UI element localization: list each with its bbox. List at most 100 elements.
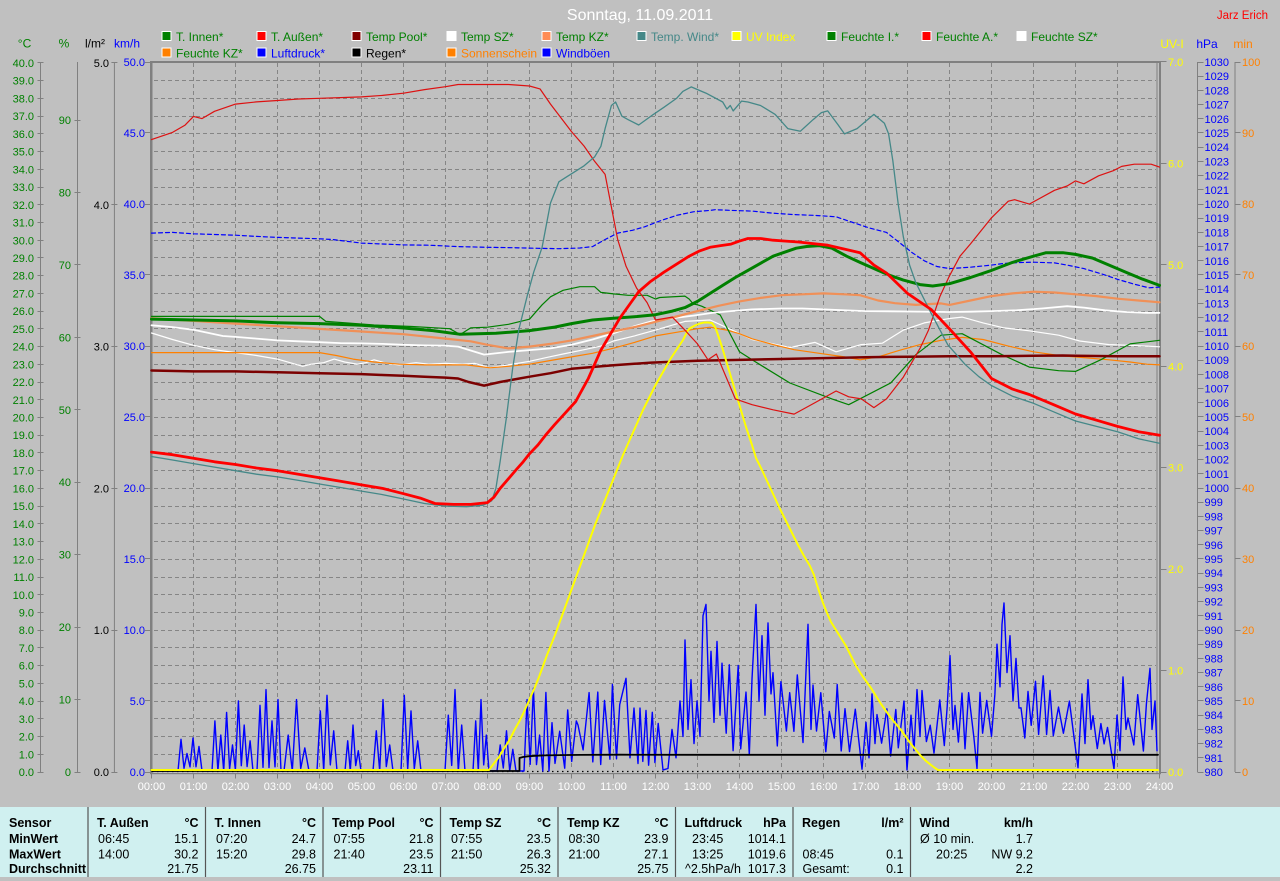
- svg-text:20: 20: [59, 622, 71, 634]
- svg-text:994: 994: [1205, 568, 1223, 580]
- svg-text:21.8: 21.8: [409, 832, 433, 846]
- svg-text:1001: 1001: [1205, 469, 1229, 481]
- svg-text:Luftdruck: Luftdruck: [685, 816, 743, 830]
- svg-text:22:00: 22:00: [1062, 781, 1090, 793]
- svg-text:Ø 10 min.: Ø 10 min.: [920, 832, 974, 846]
- svg-text:992: 992: [1205, 597, 1223, 609]
- svg-text:986: 986: [1205, 682, 1223, 694]
- svg-text:1.7: 1.7: [1016, 832, 1033, 846]
- svg-text:l/m²: l/m²: [881, 816, 903, 830]
- svg-text:1023: 1023: [1205, 156, 1229, 168]
- svg-text:30.0: 30.0: [13, 235, 34, 247]
- svg-text:989: 989: [1205, 639, 1223, 651]
- svg-text:km/h: km/h: [114, 37, 140, 51]
- svg-text:987: 987: [1205, 668, 1223, 680]
- svg-text:40: 40: [1242, 483, 1254, 495]
- svg-text:35.0: 35.0: [13, 147, 34, 159]
- svg-text:1019: 1019: [1205, 213, 1229, 225]
- svg-text:1027: 1027: [1205, 100, 1229, 112]
- svg-text:90: 90: [59, 115, 71, 127]
- svg-text:984: 984: [1205, 710, 1223, 722]
- svg-text:16:00: 16:00: [810, 781, 838, 793]
- svg-text:21:00: 21:00: [1020, 781, 1048, 793]
- svg-text:991: 991: [1205, 611, 1223, 623]
- svg-text:°C: °C: [18, 37, 32, 51]
- svg-text:0.1: 0.1: [886, 848, 903, 862]
- svg-text:Gesamt:: Gesamt:: [803, 862, 850, 876]
- svg-text:1020: 1020: [1205, 199, 1229, 211]
- svg-text:1011: 1011: [1205, 327, 1229, 339]
- svg-text:17:00: 17:00: [852, 781, 880, 793]
- svg-text:999: 999: [1205, 497, 1223, 509]
- svg-text:2.0: 2.0: [94, 483, 109, 495]
- svg-text:6.0: 6.0: [1168, 158, 1183, 170]
- svg-text:26.3: 26.3: [527, 848, 551, 862]
- svg-text:1028: 1028: [1205, 85, 1229, 97]
- svg-text:1024: 1024: [1205, 142, 1229, 154]
- svg-text:13.0: 13.0: [13, 537, 34, 549]
- svg-text:20:25: 20:25: [936, 848, 967, 862]
- svg-text:07:20: 07:20: [216, 832, 247, 846]
- svg-text:^2.5hPa/h: ^2.5hPa/h: [685, 862, 741, 876]
- svg-text:23.5: 23.5: [409, 848, 433, 862]
- svg-text:7.0: 7.0: [19, 643, 34, 655]
- svg-text:1002: 1002: [1205, 455, 1229, 467]
- svg-text:2.0: 2.0: [1168, 564, 1183, 576]
- svg-text:37.0: 37.0: [13, 111, 34, 123]
- svg-text:1029: 1029: [1205, 71, 1229, 83]
- svg-text:hPa: hPa: [1196, 37, 1218, 51]
- svg-text:5.0: 5.0: [94, 58, 109, 70]
- svg-text:998: 998: [1205, 511, 1223, 523]
- svg-text:996: 996: [1205, 540, 1223, 552]
- svg-text:1014: 1014: [1205, 284, 1229, 296]
- svg-text:°C: °C: [654, 816, 668, 830]
- svg-text:05:00: 05:00: [348, 781, 376, 793]
- svg-text:25.0: 25.0: [13, 324, 34, 336]
- svg-text:T. Innen: T. Innen: [215, 816, 262, 830]
- svg-text:24:00: 24:00: [1146, 781, 1174, 793]
- svg-text:1005: 1005: [1205, 412, 1229, 424]
- svg-text:MaxWert: MaxWert: [9, 848, 62, 862]
- svg-text:16.0: 16.0: [13, 483, 34, 495]
- svg-text:1030: 1030: [1205, 57, 1229, 69]
- svg-text:22.0: 22.0: [13, 377, 34, 389]
- svg-text:1010: 1010: [1205, 341, 1229, 353]
- svg-text:Temp SZ: Temp SZ: [450, 816, 502, 830]
- svg-text:60: 60: [59, 332, 71, 344]
- svg-text:39.0: 39.0: [13, 76, 34, 88]
- svg-text:24.0: 24.0: [13, 342, 34, 354]
- svg-text:1018: 1018: [1205, 227, 1229, 239]
- svg-text:06:00: 06:00: [390, 781, 418, 793]
- svg-text:Feuchte A.*: Feuchte A.*: [936, 30, 998, 44]
- svg-text:10.0: 10.0: [13, 590, 34, 602]
- svg-text:988: 988: [1205, 653, 1223, 665]
- svg-text:1007: 1007: [1205, 384, 1229, 396]
- svg-text:Luftdruck*: Luftdruck*: [271, 47, 325, 61]
- svg-text:20:00: 20:00: [978, 781, 1006, 793]
- svg-text:13:25: 13:25: [692, 848, 723, 862]
- svg-text:23.5: 23.5: [527, 832, 551, 846]
- svg-text:8.0: 8.0: [19, 625, 34, 637]
- svg-text:23.0: 23.0: [13, 359, 34, 371]
- svg-text:20.0: 20.0: [124, 483, 145, 495]
- svg-text:09:00: 09:00: [516, 781, 544, 793]
- svg-text:1019.6: 1019.6: [748, 848, 786, 862]
- svg-text:6.0: 6.0: [19, 661, 34, 673]
- svg-text:1000: 1000: [1205, 483, 1229, 495]
- svg-text:7.0: 7.0: [1168, 57, 1183, 69]
- svg-text:25.32: 25.32: [520, 862, 551, 876]
- svg-text:4.0: 4.0: [19, 696, 34, 708]
- svg-text:°C: °C: [302, 816, 316, 830]
- svg-text:980: 980: [1205, 767, 1223, 779]
- svg-text:1.0: 1.0: [19, 749, 34, 761]
- svg-text:10: 10: [1242, 696, 1254, 708]
- svg-text:29.8: 29.8: [292, 848, 316, 862]
- svg-text:08:45: 08:45: [803, 848, 834, 862]
- svg-text:1.0: 1.0: [1168, 666, 1183, 678]
- svg-text:02:00: 02:00: [222, 781, 250, 793]
- svg-text:45.0: 45.0: [124, 128, 145, 140]
- svg-text:1016: 1016: [1205, 256, 1229, 268]
- svg-text:31.0: 31.0: [13, 218, 34, 230]
- svg-text:Durchschnitt: Durchschnitt: [9, 862, 87, 876]
- svg-text:70: 70: [1242, 270, 1254, 282]
